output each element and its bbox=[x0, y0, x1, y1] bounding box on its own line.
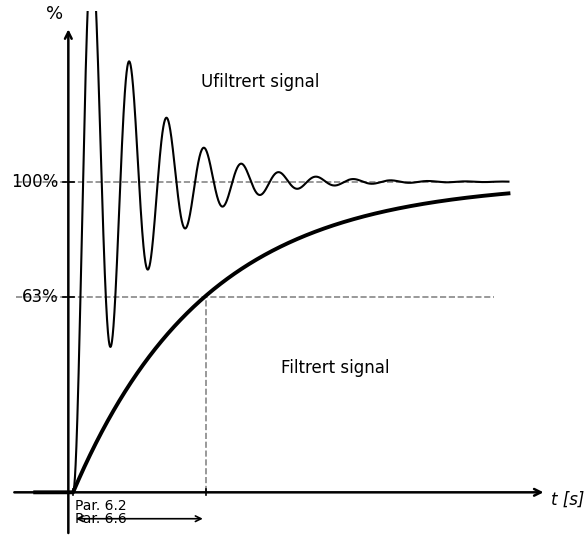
Text: 63%: 63% bbox=[22, 288, 59, 306]
Text: Ufiltrert signal: Ufiltrert signal bbox=[201, 73, 319, 91]
Text: Par. 6.6: Par. 6.6 bbox=[75, 512, 127, 526]
Text: Filtrert signal: Filtrert signal bbox=[281, 359, 390, 377]
Text: Par. 6.2: Par. 6.2 bbox=[75, 499, 127, 512]
Text: t [s]: t [s] bbox=[551, 491, 584, 509]
Text: %: % bbox=[46, 6, 64, 23]
Text: 100%: 100% bbox=[12, 173, 59, 191]
